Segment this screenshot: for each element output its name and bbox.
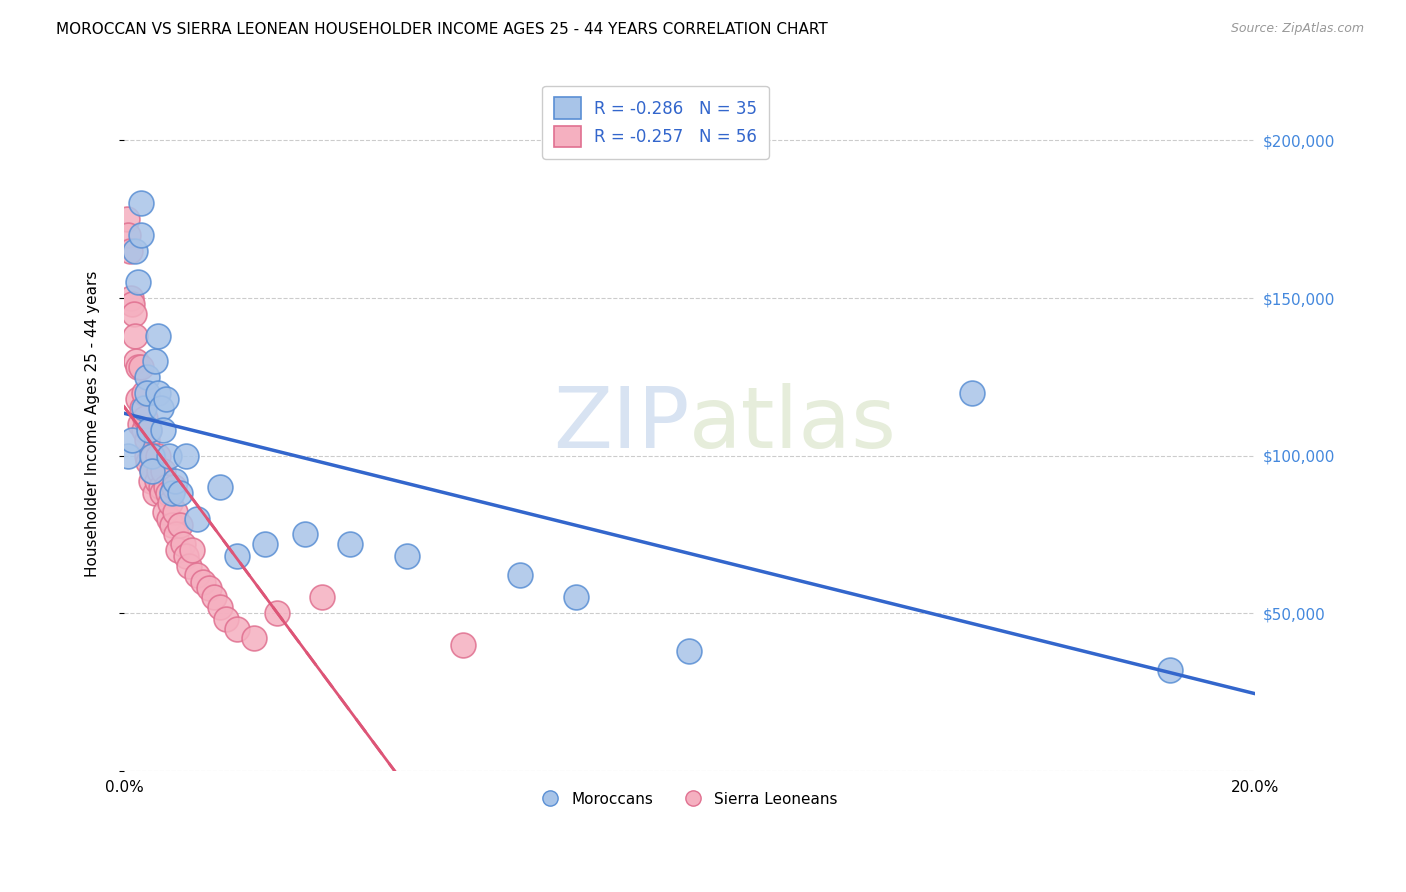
Point [451, 638, 474, 652]
Point [131, 401, 153, 416]
Point [139, 474, 162, 488]
Point [160, 486, 183, 500]
Point [132, 385, 155, 400]
Point [565, 591, 588, 605]
Point [141, 464, 163, 478]
Y-axis label: Householder Income Ages 25 - 44 years: Householder Income Ages 25 - 44 years [86, 271, 100, 577]
Point [149, 401, 172, 416]
Point [124, 244, 146, 258]
Point [135, 369, 157, 384]
Point [129, 196, 152, 211]
Point [117, 227, 139, 242]
Point [197, 581, 219, 595]
Point [254, 537, 277, 551]
Point [134, 410, 156, 425]
Text: atlas: atlas [689, 383, 897, 466]
Point [135, 433, 157, 447]
Point [202, 591, 225, 605]
Point [509, 568, 531, 582]
Point [127, 275, 149, 289]
Point [142, 449, 165, 463]
Text: Source: ZipAtlas.com: Source: ZipAtlas.com [1230, 22, 1364, 36]
Point [180, 543, 202, 558]
Point [243, 632, 266, 646]
Text: MOROCCAN VS SIERRA LEONEAN HOUSEHOLDER INCOME AGES 25 - 44 YEARS CORRELATION CHA: MOROCCAN VS SIERRA LEONEAN HOUSEHOLDER I… [56, 22, 828, 37]
Point [136, 455, 159, 469]
Point [226, 622, 249, 636]
Point [174, 549, 197, 564]
Point [294, 527, 316, 541]
Point [141, 464, 163, 478]
Point [208, 599, 231, 614]
Point [143, 354, 166, 368]
Point [165, 527, 187, 541]
Point [156, 486, 179, 500]
Point [135, 449, 157, 463]
Point [186, 568, 208, 582]
Point [150, 486, 173, 500]
Point [152, 464, 174, 478]
Point [186, 511, 208, 525]
Point [132, 423, 155, 437]
Point [163, 474, 186, 488]
Point [172, 537, 194, 551]
Point [169, 517, 191, 532]
Point [129, 360, 152, 375]
Point [177, 558, 200, 573]
Point [141, 449, 163, 463]
Point [115, 212, 138, 227]
Point [146, 449, 169, 463]
Point [138, 423, 160, 437]
Point [155, 480, 177, 494]
Point [132, 401, 155, 416]
Point [157, 449, 180, 463]
Point [395, 549, 418, 564]
Point [148, 464, 170, 478]
Point [124, 328, 146, 343]
Point [143, 486, 166, 500]
Point [153, 505, 176, 519]
Point [118, 244, 141, 258]
Point [122, 307, 145, 321]
Point [138, 423, 160, 437]
Point [215, 612, 238, 626]
Point [159, 496, 181, 510]
Point [152, 423, 174, 437]
Point [266, 606, 288, 620]
Point [174, 449, 197, 463]
Point [125, 354, 148, 368]
Point [160, 517, 183, 532]
Point [163, 480, 186, 494]
Point [146, 328, 169, 343]
Legend: Moroccans, Sierra Leoneans: Moroccans, Sierra Leoneans [533, 784, 845, 815]
Point [117, 449, 139, 463]
Point [226, 549, 249, 564]
Point [127, 392, 149, 406]
Point [127, 360, 149, 375]
Point [129, 227, 152, 242]
Point [208, 480, 231, 494]
Point [1159, 663, 1181, 677]
Point [678, 644, 700, 658]
Point [166, 543, 188, 558]
Point [121, 297, 143, 311]
Point [135, 385, 157, 400]
Point [960, 385, 983, 400]
Point [191, 574, 214, 589]
Point [120, 291, 142, 305]
Point [311, 591, 333, 605]
Point [155, 392, 177, 406]
Point [149, 480, 172, 494]
Point [145, 474, 167, 488]
Point [339, 537, 361, 551]
Point [146, 385, 169, 400]
Point [163, 505, 186, 519]
Point [128, 417, 150, 431]
Text: ZIP: ZIP [553, 383, 689, 466]
Point [157, 511, 180, 525]
Point [121, 433, 143, 447]
Point [169, 486, 191, 500]
